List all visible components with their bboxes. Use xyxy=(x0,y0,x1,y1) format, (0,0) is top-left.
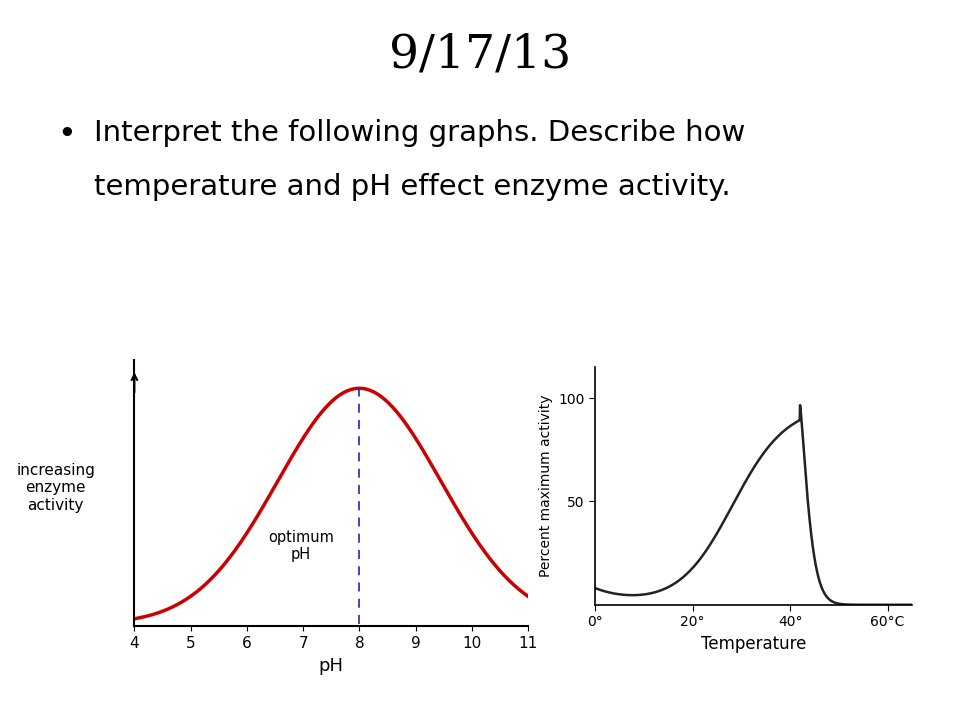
Text: •: • xyxy=(58,119,77,150)
X-axis label: pH: pH xyxy=(319,657,344,675)
X-axis label: Temperature: Temperature xyxy=(701,635,806,653)
Text: temperature and pH effect enzyme activity.: temperature and pH effect enzyme activit… xyxy=(94,173,731,201)
Text: 9/17/13: 9/17/13 xyxy=(389,32,571,78)
Text: increasing
enzyme
activity: increasing enzyme activity xyxy=(16,463,95,513)
Text: optimum
pH: optimum pH xyxy=(268,530,334,562)
Y-axis label: Percent maximum activity: Percent maximum activity xyxy=(539,395,553,577)
Text: Interpret the following graphs. Describe how: Interpret the following graphs. Describe… xyxy=(94,119,746,147)
